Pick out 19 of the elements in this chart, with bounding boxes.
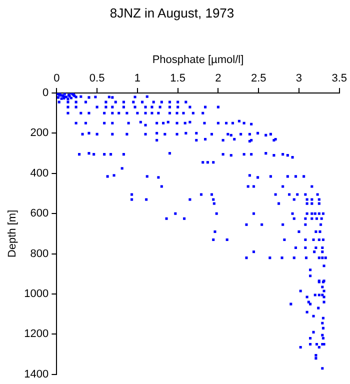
x-tick-label: 2 (215, 72, 222, 84)
x-tick-label: 0.5 (89, 72, 105, 84)
y-tick-label: 800 (30, 248, 49, 260)
x-tick-label: 2.5 (250, 72, 266, 84)
y-tick-label: 1000 (24, 288, 49, 300)
x-tick-label: 0 (54, 72, 60, 84)
x-tick-label: 3.5 (332, 72, 348, 84)
y-axis-title: Depth [m] (6, 210, 19, 258)
x-axis-title: Phosphate [µmol/l] (152, 54, 244, 66)
y-tick-label: 1200 (24, 328, 49, 340)
x-tick-label: 1 (134, 72, 140, 84)
y-tick-label: 0 (42, 87, 49, 100)
x-tick-label: 3 (296, 72, 302, 84)
y-tick-label: 1400 (24, 368, 49, 380)
y-tick-label: 200 (30, 127, 49, 140)
y-tick-label: 400 (30, 167, 49, 180)
chart-title: 8JNZ in August, 1973 (110, 5, 234, 20)
x-tick-label: 1.5 (170, 72, 186, 84)
y-tick-label: 600 (30, 208, 49, 220)
